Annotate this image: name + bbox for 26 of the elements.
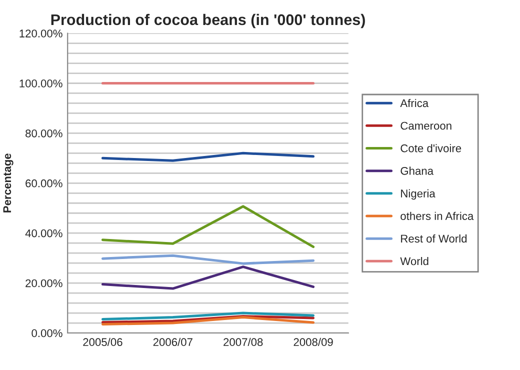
legend-label: Africa: [400, 98, 429, 108]
legend-label: Ghana: [400, 166, 434, 175]
y-tick-label: 60.00%: [26, 179, 62, 188]
line-series: [101, 205, 315, 248]
legend-label: Cote d'ivoire: [400, 144, 462, 152]
line-series: [101, 312, 315, 321]
x-tick-label: 2005/06: [83, 338, 122, 346]
y-tick-label: 100.00%: [20, 80, 62, 88]
y-tick-label: 40.00%: [25, 229, 62, 238]
legend-label: others in Africa: [400, 212, 474, 220]
legend-label: World: [400, 257, 428, 266]
y-axis-title: Percentage: [3, 154, 14, 212]
legend-label: Cameroon: [400, 122, 452, 130]
legend-label: Nigeria: [401, 189, 436, 200]
y-tick-label: 120.00%: [20, 30, 62, 38]
x-tick-label: 2008/09: [294, 338, 333, 346]
y-tick-label: 20.00%: [26, 279, 62, 288]
line-series: [101, 254, 315, 265]
legend-label: Rest of World: [401, 234, 467, 243]
x-tick-label: 2007/08: [224, 338, 263, 346]
x-tick-label: 2006/07: [153, 338, 192, 346]
line-series: [101, 152, 315, 162]
line-series: [101, 266, 315, 290]
y-tick-label: 80.00%: [26, 129, 62, 138]
chart-title: Production of cocoa beans (in '000' tonnes): [51, 14, 365, 28]
y-tick-label: 0.00%: [32, 329, 62, 338]
